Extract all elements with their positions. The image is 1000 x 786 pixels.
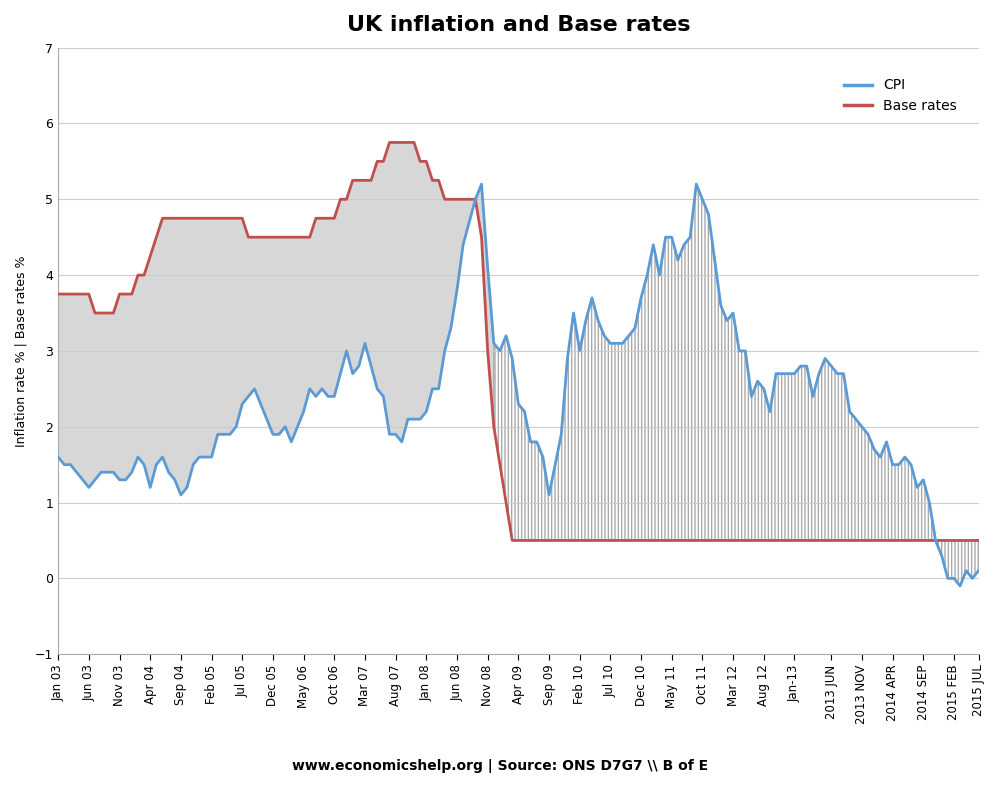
Title: UK inflation and Base rates: UK inflation and Base rates — [347, 15, 690, 35]
Text: www.economicshelp.org | Source: ONS D7G7 \\ B of E: www.economicshelp.org | Source: ONS D7G7… — [292, 759, 708, 773]
Legend: CPI, Base rates: CPI, Base rates — [839, 73, 962, 119]
Y-axis label: Inflation rate % | Base rates %: Inflation rate % | Base rates % — [15, 255, 28, 446]
